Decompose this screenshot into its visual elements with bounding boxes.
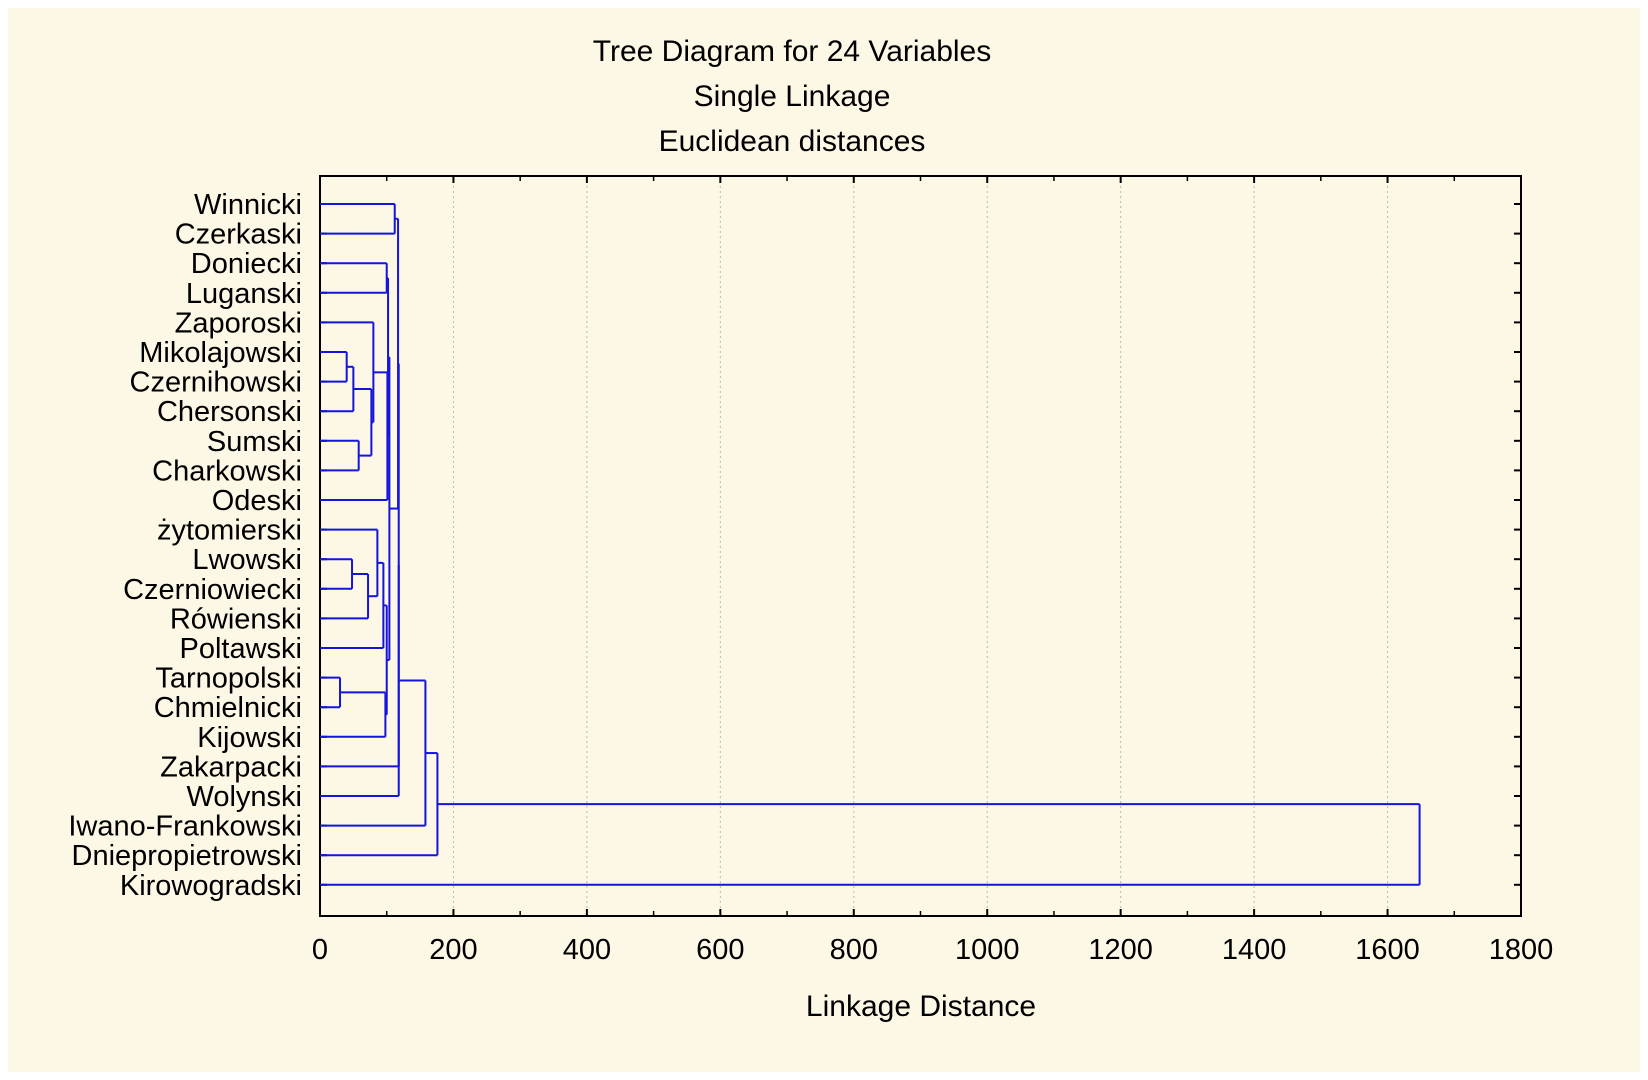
leaf-label: Czerniowiecki bbox=[123, 574, 302, 606]
x-tick-label: 1800 bbox=[1489, 934, 1554, 966]
leaf-label: Winnicki bbox=[194, 189, 302, 221]
leaf-label: Mikolajowski bbox=[139, 337, 302, 369]
leaf-label: Kirowogradski bbox=[120, 870, 302, 902]
chart-title: Tree Diagram for 24 Variables Single Lin… bbox=[593, 35, 992, 158]
leaf-label: Chmielnicki bbox=[154, 692, 302, 724]
x-tick-label: 1600 bbox=[1355, 934, 1420, 966]
grid-lines bbox=[452, 176, 1389, 916]
x-tick-label: 600 bbox=[696, 934, 744, 966]
x-tick-label: 800 bbox=[830, 934, 878, 966]
leaf-label: Charkowski bbox=[152, 455, 302, 487]
leaf-label: Iwano-Frankowski bbox=[68, 811, 302, 843]
leaf-label: żytomierski bbox=[157, 515, 302, 547]
leaf-label: Zakarpacki bbox=[160, 751, 302, 783]
leaf-label: Poltawski bbox=[180, 633, 303, 665]
x-tick-label: 1400 bbox=[1222, 934, 1287, 966]
leaf-label: Tarnopolski bbox=[155, 663, 302, 695]
leaf-label: Luganski bbox=[186, 278, 302, 310]
leaf-label: Kijowski bbox=[197, 722, 302, 754]
title-line-1: Tree Diagram for 24 Variables bbox=[593, 35, 992, 68]
leaf-label: Doniecki bbox=[191, 248, 302, 280]
leaf-label: Lwowski bbox=[192, 544, 302, 576]
x-tick-labels: 0 200 400 600 800 1000 1200 1400 1600 1800 bbox=[312, 934, 1553, 966]
title-line-3: Euclidean distances bbox=[659, 125, 926, 158]
leaf-label: Odeski bbox=[212, 485, 302, 517]
x-tick-label: 0 bbox=[312, 934, 328, 966]
leaf-labels: WinnickiCzerkaskiDonieckiLuganskiZaporos… bbox=[68, 189, 302, 902]
chart-panel: Tree Diagram for 24 Variables Single Lin… bbox=[8, 8, 1640, 1072]
leaf-label: Czerkaski bbox=[175, 219, 302, 251]
leaf-label: Sumski bbox=[207, 426, 302, 458]
x-tick-label: 1000 bbox=[955, 934, 1020, 966]
dendrogram-chart: Tree Diagram for 24 Variables Single Lin… bbox=[68, 35, 1553, 1023]
leaf-label: Czernihowski bbox=[130, 367, 302, 399]
x-tick-label: 200 bbox=[429, 934, 477, 966]
x-axis-title: Linkage Distance bbox=[806, 990, 1036, 1023]
x-tick-label: 1200 bbox=[1088, 934, 1153, 966]
leaf-label: Zaporoski bbox=[175, 307, 302, 339]
leaf-label: Rówienski bbox=[170, 603, 302, 635]
leaf-label: Dniepropietrowski bbox=[72, 840, 303, 872]
x-tick-label: 400 bbox=[563, 934, 611, 966]
title-line-2: Single Linkage bbox=[694, 80, 891, 113]
dendrogram-links bbox=[320, 203, 1421, 886]
leaf-label: Wolynski bbox=[187, 781, 303, 813]
leaf-label: Chersonski bbox=[157, 396, 302, 428]
